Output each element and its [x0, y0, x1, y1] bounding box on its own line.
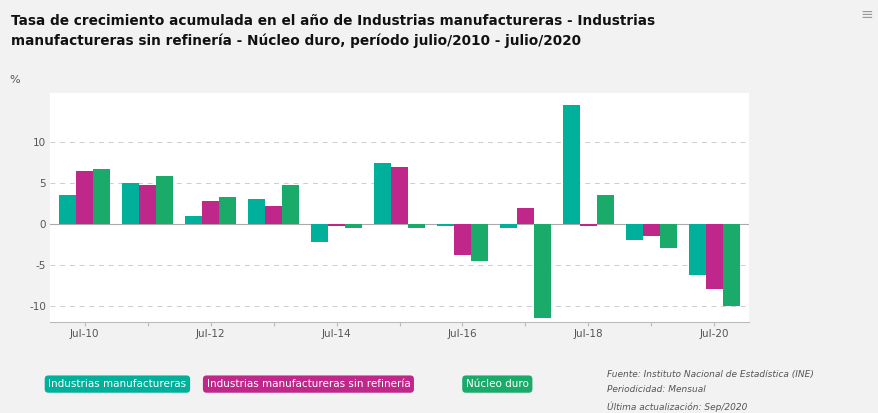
Text: Fuente: Instituto Nacional de Estadística (INE): Fuente: Instituto Nacional de Estadístic…	[606, 370, 812, 379]
Bar	[156, 176, 173, 224]
Bar	[533, 224, 551, 318]
Bar	[722, 224, 739, 306]
Bar	[76, 171, 93, 224]
Bar	[500, 224, 516, 228]
Bar	[59, 195, 76, 224]
Bar	[373, 162, 391, 224]
Text: Industrias manufactureras sin refinería: Industrias manufactureras sin refinería	[206, 379, 410, 389]
Bar	[659, 224, 676, 249]
Text: Última actualización: Sep/2020: Última actualización: Sep/2020	[606, 401, 746, 411]
Text: Tasa de crecimiento acumulada en el año de Industrias manufactureras - Industria: Tasa de crecimiento acumulada en el año …	[11, 14, 654, 47]
Text: Núcleo duro: Núcleo duro	[465, 379, 529, 389]
Bar	[311, 224, 327, 242]
Bar	[407, 224, 425, 228]
Bar	[122, 183, 139, 224]
Bar	[453, 224, 471, 255]
Bar	[391, 166, 407, 224]
Bar	[471, 224, 487, 261]
Bar	[282, 185, 299, 224]
Bar	[705, 224, 722, 290]
Bar	[436, 224, 453, 225]
Bar	[625, 224, 642, 240]
Bar	[202, 201, 219, 224]
Bar	[185, 216, 202, 224]
Bar	[562, 105, 579, 224]
Bar	[248, 199, 265, 224]
Bar	[219, 197, 236, 224]
Bar	[265, 206, 282, 224]
Bar	[516, 208, 533, 224]
Text: Industrias manufactureras: Industrias manufactureras	[48, 379, 186, 389]
Text: Periodicidad: Mensual: Periodicidad: Mensual	[606, 385, 704, 394]
Bar	[579, 224, 596, 225]
Bar	[327, 224, 345, 225]
Bar	[139, 185, 156, 224]
Bar	[688, 224, 705, 275]
Bar	[345, 224, 362, 228]
Text: %: %	[10, 75, 20, 85]
Text: ≡: ≡	[859, 7, 872, 22]
Bar	[93, 169, 110, 224]
Bar	[642, 224, 659, 236]
Bar	[596, 195, 613, 224]
